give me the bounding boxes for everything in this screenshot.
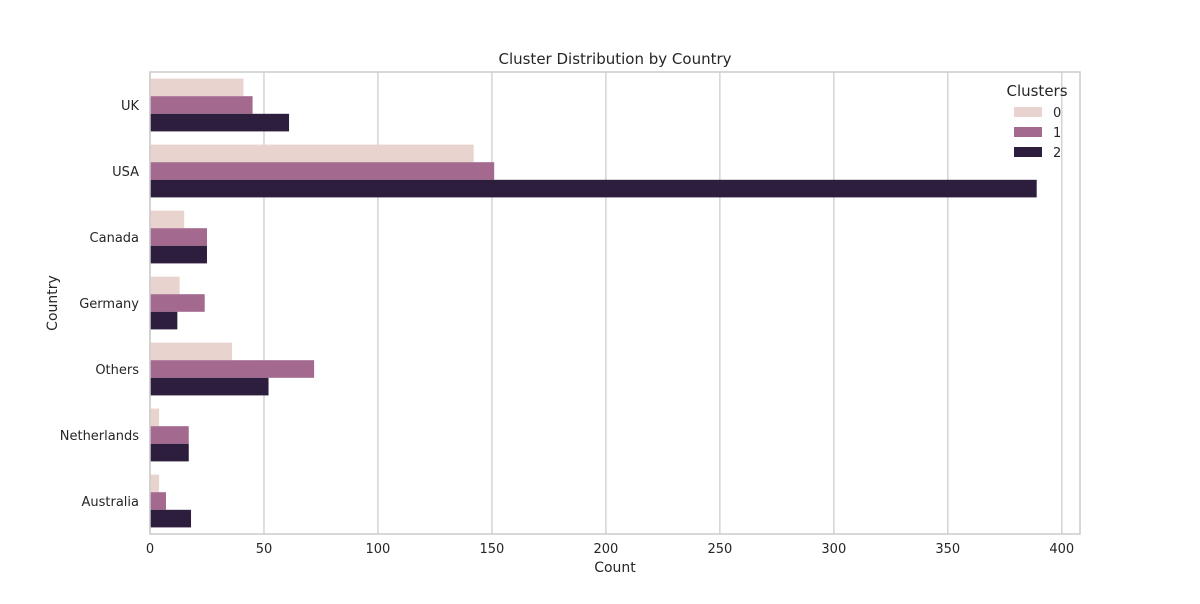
bar-cluster-0-usa: [150, 144, 474, 163]
bar-cluster-2-others: [150, 377, 269, 396]
legend-items: 0 1 2: [1014, 106, 1061, 161]
legend-label: 2: [1053, 146, 1061, 161]
bar-cluster-2-uk: [150, 113, 290, 132]
bar-cluster-0-uk: [150, 78, 244, 97]
y-tick-label: Others: [95, 363, 139, 378]
x-tick-label: 350: [935, 542, 960, 557]
y-tick-label: Germany: [79, 297, 139, 312]
chart-title: Cluster Distribution by Country: [498, 50, 731, 68]
x-tick-label: 200: [593, 542, 618, 557]
bar-cluster-0-netherlands: [150, 408, 160, 427]
y-tick-label: Canada: [90, 231, 139, 246]
bar-cluster-2-germany: [150, 311, 178, 330]
x-tick-labels: 0 50 100 150 200 250 300 350 400: [146, 542, 1074, 557]
legend-swatch: [1014, 147, 1042, 157]
bar-cluster-1-netherlands: [150, 426, 189, 444]
bar-cluster-0-germany: [150, 276, 180, 295]
bar-cluster-2-usa: [150, 179, 1037, 198]
y-axis-title: Country: [45, 275, 61, 331]
x-tick-label: 250: [707, 542, 732, 557]
y-tick-labels: UK USA Canada Germany Others Netherlands Austr…: [60, 99, 140, 510]
legend-label: 0: [1053, 106, 1061, 121]
y-tick-label: Australia: [81, 495, 139, 510]
x-tick-label: 150: [479, 542, 504, 557]
x-tick-label: 50: [256, 542, 273, 557]
x-tick-label: 400: [1049, 542, 1074, 557]
legend: Clusters 0 1 2: [1006, 82, 1067, 161]
bar-cluster-1-australia: [150, 492, 166, 510]
bar-cluster-1-germany: [150, 294, 205, 312]
x-axis-title: Count: [594, 560, 636, 576]
bar-cluster-0-canada: [150, 210, 185, 229]
bar-cluster-0-others: [150, 342, 233, 361]
grid-lines: [149, 72, 1063, 534]
x-tick-label: 300: [821, 542, 846, 557]
bar-cluster-2-netherlands: [150, 443, 189, 462]
legend-swatch: [1014, 127, 1042, 137]
bar-cluster-1-others: [150, 360, 315, 378]
legend-label: 1: [1053, 126, 1061, 141]
bars: [150, 78, 1037, 528]
legend-title: Clusters: [1006, 82, 1067, 100]
y-tick-label: UK: [121, 99, 140, 114]
bar-cluster-1-usa: [150, 162, 495, 180]
legend-swatch: [1014, 107, 1042, 117]
y-tick-label: USA: [112, 165, 139, 180]
x-tick-label: 0: [146, 542, 154, 557]
plot-frame: [149, 71, 1081, 535]
bar-cluster-2-canada: [150, 245, 207, 264]
bar-cluster-1-uk: [150, 96, 253, 114]
y-tick-label: Netherlands: [60, 429, 139, 444]
bar-cluster-0-australia: [150, 474, 160, 493]
bar-cluster-2-australia: [150, 509, 192, 528]
bar-cluster-1-canada: [150, 228, 207, 246]
x-tick-label: 100: [366, 542, 391, 557]
